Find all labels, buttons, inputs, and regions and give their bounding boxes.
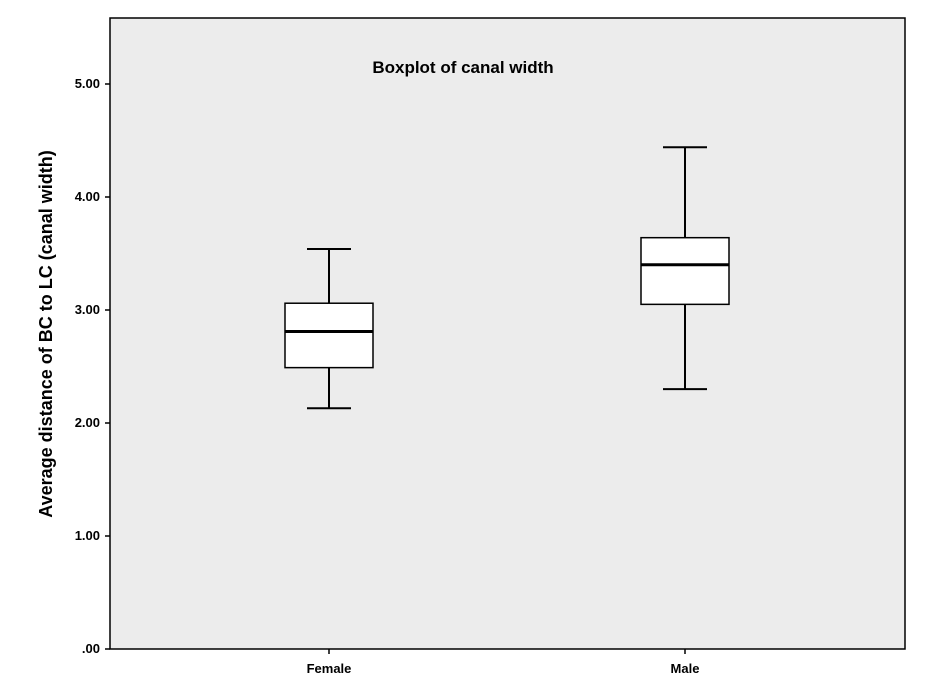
x-axis: Female Male	[307, 649, 700, 676]
iqr-box	[284, 302, 374, 369]
x-tick-label: Female	[307, 661, 352, 676]
box-series	[284, 146, 730, 410]
y-tick-label: 3.00	[75, 302, 100, 317]
y-tick-label: 1.00	[75, 528, 100, 543]
y-tick-label: 2.00	[75, 415, 100, 430]
y-tick-label: .00	[82, 641, 100, 656]
iqr-box	[640, 236, 730, 306]
x-tick-label: Male	[671, 661, 700, 676]
y-axis: .00 1.00 2.00 3.00 4.00 5.00	[75, 76, 110, 656]
y-tick-label: 4.00	[75, 189, 100, 204]
y-tick-label: 5.00	[75, 76, 100, 91]
box-female	[284, 247, 374, 410]
plot-area	[109, 17, 906, 650]
chart-title: Boxplot of canal width	[372, 58, 553, 77]
box-male	[640, 146, 730, 391]
y-axis-label: Average distance of BC to LC (canal widt…	[36, 150, 56, 517]
